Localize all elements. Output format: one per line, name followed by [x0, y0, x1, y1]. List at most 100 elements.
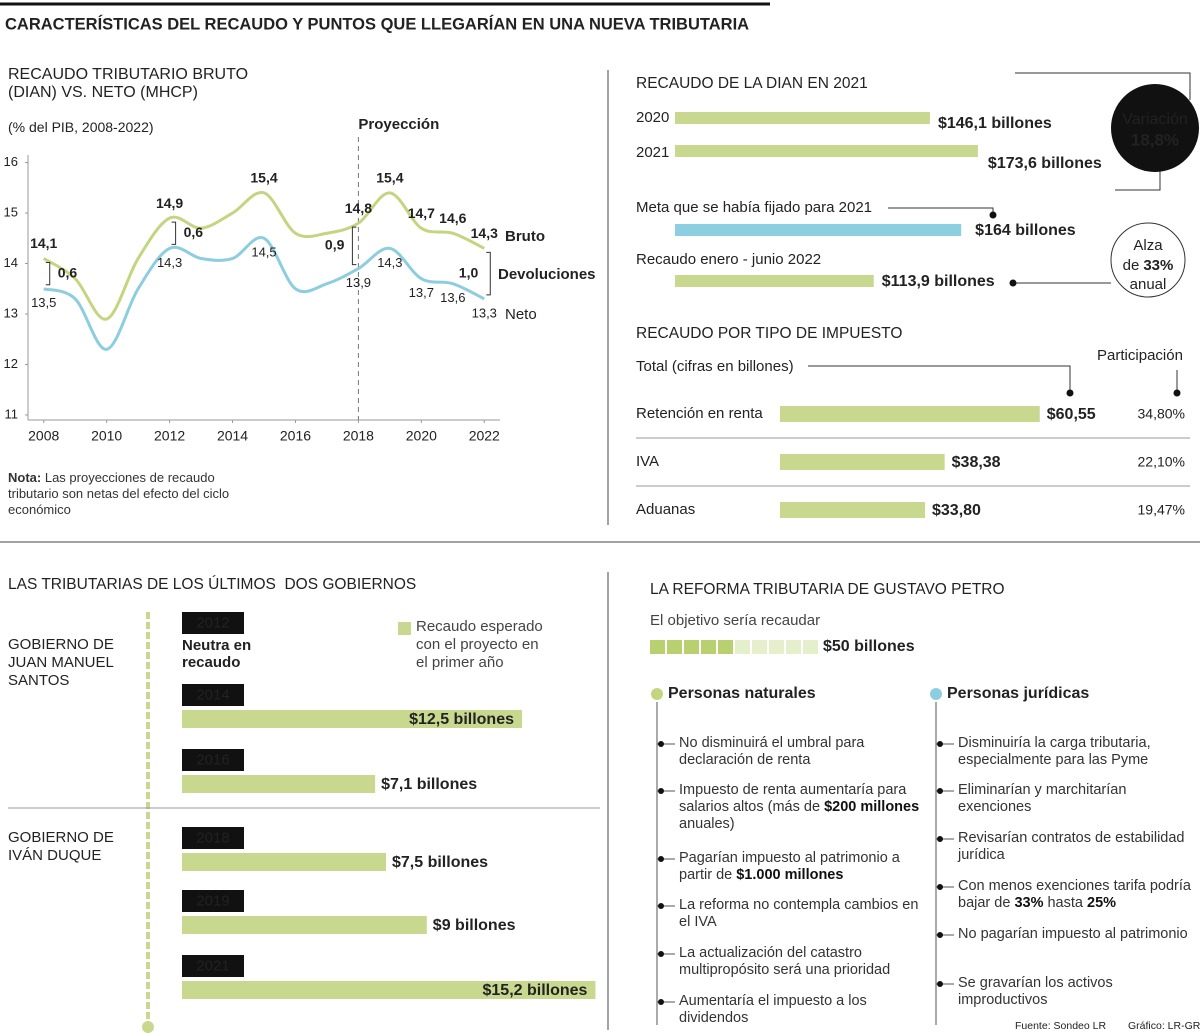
goal-square [650, 640, 665, 654]
item-dot [937, 836, 943, 842]
goal-square [803, 640, 818, 654]
column-dot [651, 688, 663, 700]
value-label: $33,80 [932, 502, 981, 519]
item-dot [937, 788, 943, 794]
x-tick-label: 2018 [343, 428, 374, 444]
dot [1066, 389, 1074, 397]
share-label: 22,10% [1138, 454, 1185, 470]
growth-value: 33% [1143, 257, 1173, 274]
bar [182, 916, 427, 934]
goal-square [684, 640, 699, 654]
item-part: hasta [1043, 895, 1087, 911]
goal-square [667, 640, 682, 654]
data-label: 13,9 [346, 275, 371, 290]
item-part: La reforma no contempla cambios en el IV… [679, 897, 919, 930]
value-label: $146,1 billones [938, 115, 1052, 132]
gap-bracket [171, 221, 177, 245]
list-item: Eliminarían y marchitarían exenciones [958, 782, 1193, 816]
gap-label: 0,6 [58, 264, 78, 280]
goal-value: $50 billones [823, 638, 915, 655]
connector [888, 207, 994, 214]
credit: Gráfico: LR-GR [1128, 1020, 1200, 1032]
item-dot [658, 741, 664, 747]
item-part: Pagarían impuesto al patrimonio a partir… [679, 850, 900, 883]
item-part: Revisarían contratos de estabilidad jurí… [958, 830, 1185, 863]
source: Fuente: Sondeo LR [1015, 1020, 1106, 1032]
item-part: Con menos exenciones tarifa podría bajar… [958, 878, 1191, 911]
year-box [182, 612, 244, 634]
y-tick-label: 11 [5, 406, 19, 421]
goal-square [718, 640, 733, 654]
gap-bracket [45, 261, 51, 286]
item-part: Aumentaría el impuesto a los dividendos [679, 993, 867, 1026]
value-label: $60,55 [1047, 406, 1096, 423]
bar [182, 710, 522, 728]
column-header: Total (cifras en billones) [636, 358, 794, 375]
bar [675, 145, 978, 157]
gap-label: 1,0 [459, 264, 479, 280]
growth-suffix: anual [1130, 276, 1167, 293]
list-item: Impuesto de renta aumentaría para salari… [679, 782, 924, 833]
share-label: 34,80% [1138, 406, 1185, 422]
x-tick-label: 2008 [28, 428, 59, 444]
list-item: No pagarían impuesto al patrimonio [958, 926, 1193, 943]
item-part: Impuesto de renta aumentaría para salari… [679, 782, 907, 815]
category-label: Meta que se había fijado para 2021 [636, 199, 872, 216]
category-label: 2016 [196, 751, 229, 768]
list-item: Revisarían contratos de estabilidad jurí… [958, 830, 1193, 864]
growth-line: de 33% [1123, 257, 1174, 274]
gap-label: 0,9 [325, 237, 345, 253]
column-title: Personas jurídicas [947, 685, 1090, 702]
bar [675, 275, 874, 287]
item-part: 33% [1014, 895, 1044, 911]
year-box [182, 684, 244, 706]
annotation: Proyección [358, 116, 439, 133]
growth-label: Alza [1133, 237, 1163, 254]
data-label: 14,9 [156, 195, 183, 211]
bar [780, 454, 945, 470]
dot [1009, 279, 1017, 287]
list-item: Se gravarían los activos improductivos [958, 975, 1193, 1009]
column-title: Personas naturales [668, 685, 816, 702]
column-header: Participación [1097, 347, 1183, 364]
chart-title: LAS TRIBUTARIAS DE LOS ÚLTIMOS DOS GOBIE… [8, 576, 417, 593]
gap-label: 0,6 [184, 224, 204, 240]
growth-badge [1110, 222, 1186, 298]
category-label: 2019 [196, 892, 229, 909]
data-label: 14,5 [251, 245, 276, 260]
data-label: 15,4 [376, 170, 403, 186]
variation-value: 18,8% [1131, 130, 1179, 149]
item-part: $1.000 millones [736, 867, 844, 883]
connector [1015, 72, 1191, 100]
bar [182, 981, 596, 999]
category-label: Recaudo enero - junio 2022 [636, 251, 821, 268]
value-label: $15,2 billones [483, 982, 588, 999]
item-dot [937, 741, 943, 747]
timeline-end [142, 1021, 154, 1033]
category-label: IVA [636, 453, 659, 470]
column-dot [930, 688, 942, 700]
bar [675, 224, 962, 236]
goal-square [769, 640, 784, 654]
item-dot [658, 903, 664, 909]
data-label: 13,3 [472, 305, 497, 320]
x-tick-label: 2014 [217, 428, 248, 444]
data-label: 14,8 [345, 200, 372, 216]
note: Nota: Las proyecciones de recaudo tribut… [8, 470, 258, 518]
series-name: Neto [505, 306, 537, 323]
value-label: $38,38 [952, 454, 1001, 471]
category-label: 2014 [196, 686, 229, 703]
item-dot [937, 932, 943, 938]
x-tick-label: 2016 [280, 428, 311, 444]
goal-label: El objetivo sería recaudar [650, 612, 821, 629]
y-tick-label: 14 [4, 255, 18, 270]
legend-swatch [398, 622, 411, 635]
bar [780, 502, 926, 518]
value-label: $164 billones [975, 222, 1076, 239]
category-label: 2018 [196, 829, 229, 846]
goal-square [701, 640, 716, 654]
item-part: 25% [1087, 895, 1117, 911]
x-tick-label: 2012 [154, 428, 185, 444]
series-line [43, 236, 485, 351]
